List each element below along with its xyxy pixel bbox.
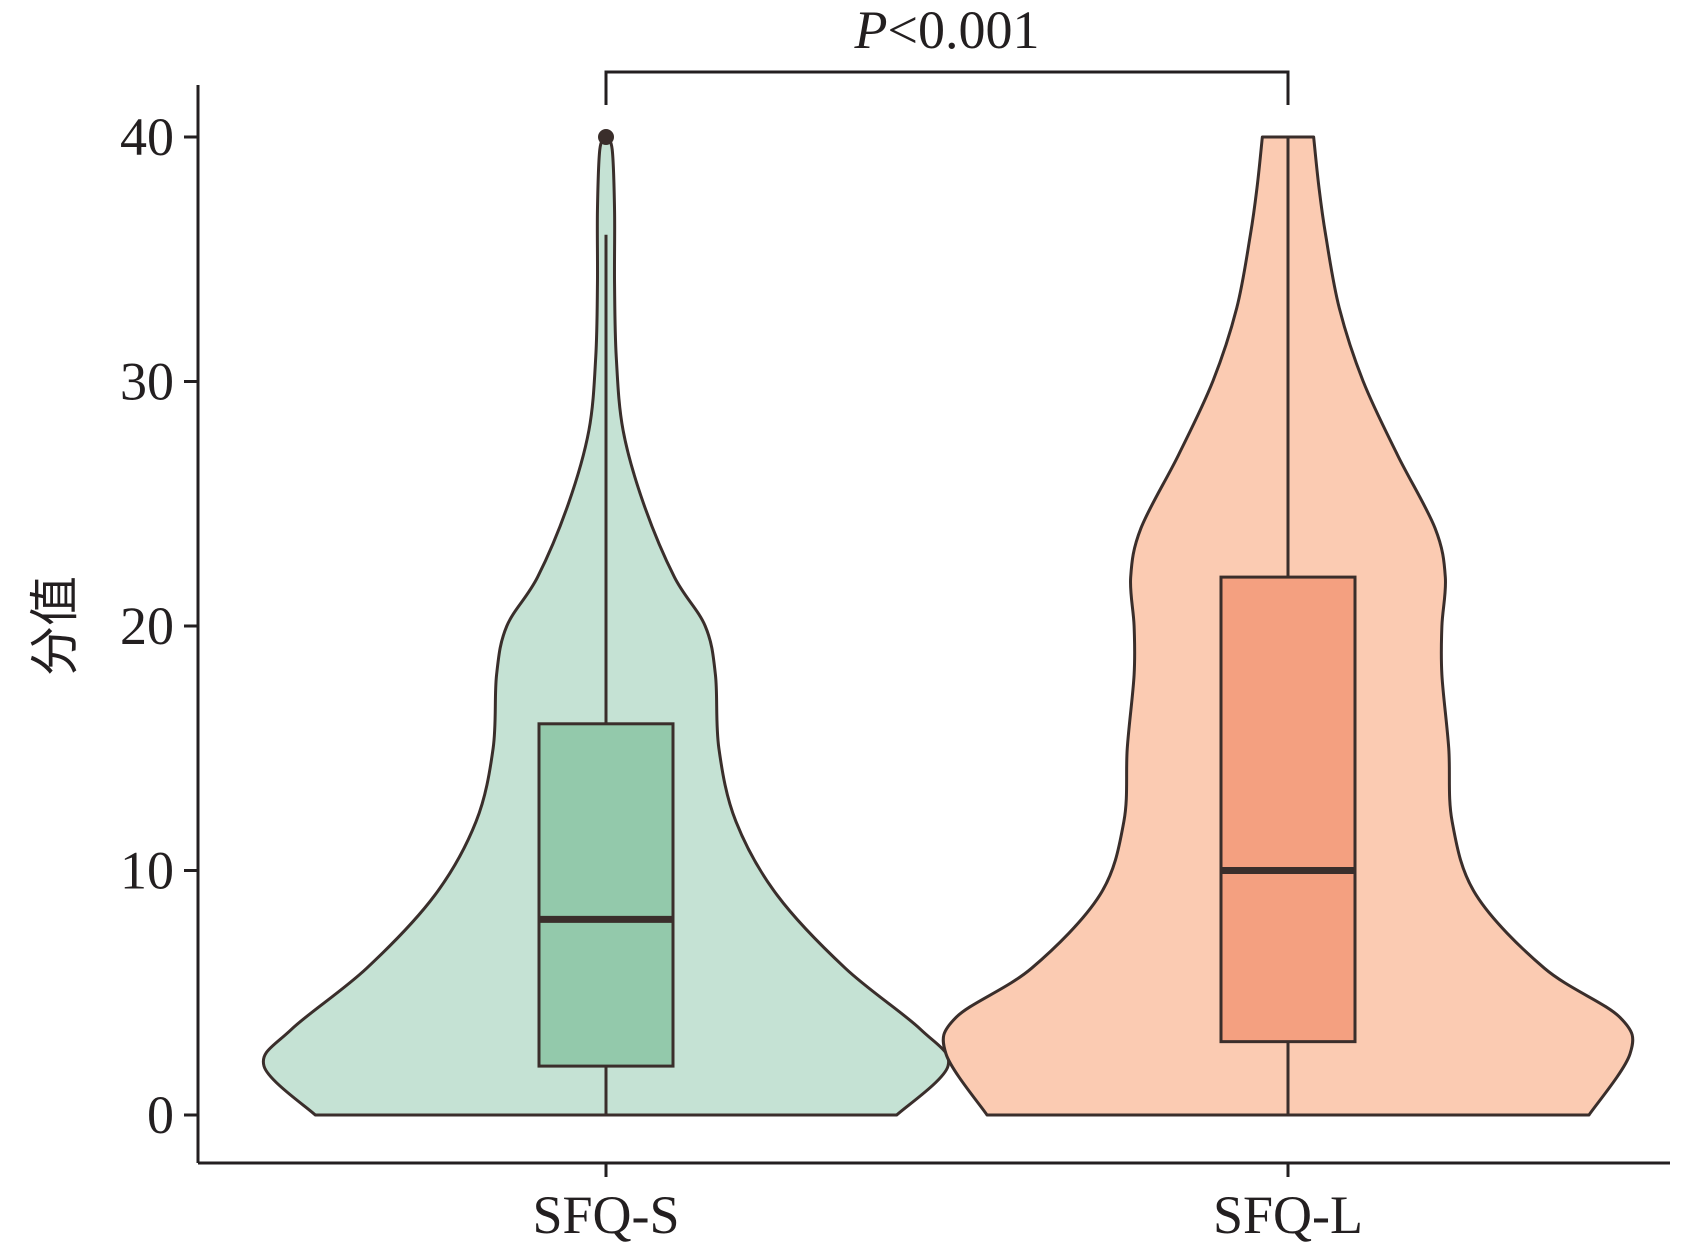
y-tick-label: 20 [120, 596, 174, 656]
x-tick-label: SFQ-L [1213, 1185, 1363, 1245]
outlier-point [598, 129, 614, 145]
p-symbol: P [854, 0, 888, 60]
y-tick-label: 40 [120, 107, 174, 167]
y-tick-label: 30 [120, 352, 174, 412]
p-value: <0.001 [888, 0, 1040, 60]
box-sfq-s [537, 722, 675, 1068]
significance-label: P<0.001 [854, 0, 1040, 60]
significance-bracket: P<0.001 [604, 0, 1290, 105]
y-axis-label: 分值 [26, 576, 84, 676]
box-sfq-l [1219, 575, 1357, 1044]
y-tick-label: 10 [120, 841, 174, 901]
y-tick-label: 0 [147, 1085, 174, 1145]
significance-bracket-line [604, 70, 1290, 105]
violins-layer [261, 135, 1635, 1117]
axes-layer [196, 85, 1670, 1165]
x-tick-label: SFQ-S [532, 1185, 679, 1245]
x-ticks: SFQ-S SFQ-L [532, 1163, 1363, 1245]
y-ticks: 0 10 20 30 40 [120, 107, 198, 1145]
boxplots-layer [537, 129, 1357, 1115]
